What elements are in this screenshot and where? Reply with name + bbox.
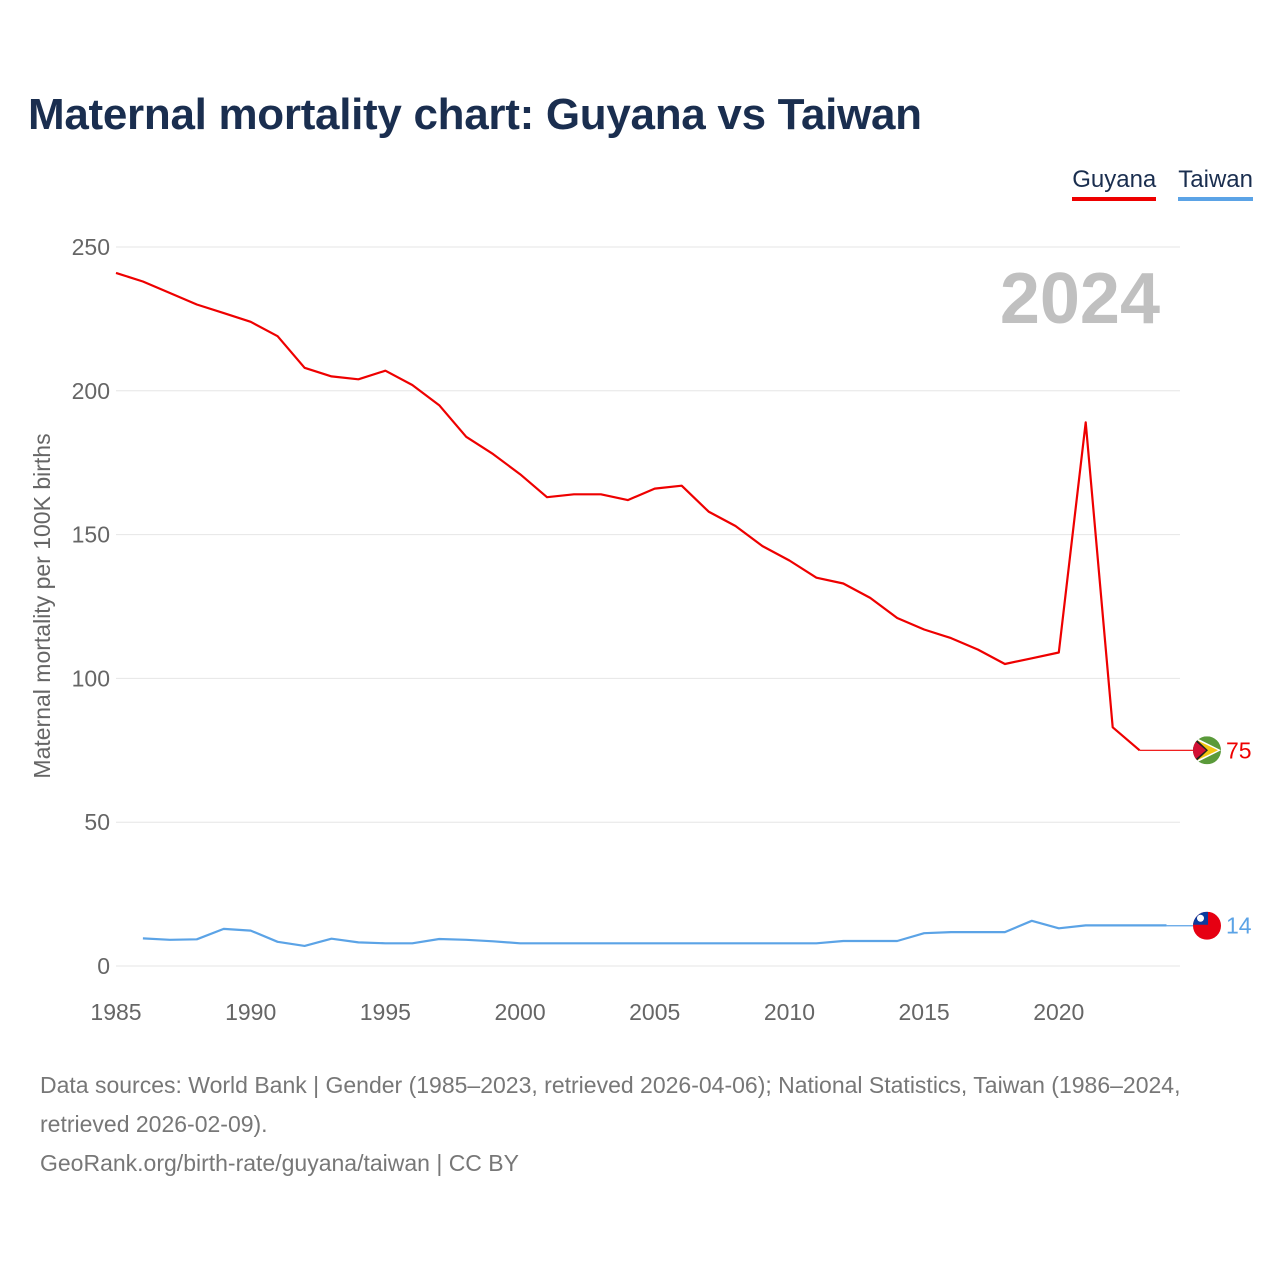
x-tick-label: 2005 bbox=[629, 999, 680, 1025]
legend: Guyana Taiwan bbox=[1072, 166, 1253, 201]
end-labels: 75 14 bbox=[1226, 737, 1252, 938]
series-lines bbox=[115, 271, 1193, 948]
y-tick-label: 200 bbox=[72, 378, 110, 404]
y-axis-ticks: 0 50 100 150 200 250 bbox=[72, 234, 110, 979]
y-tick-label: 150 bbox=[72, 522, 110, 548]
flags bbox=[1193, 736, 1221, 940]
x-tick-label: 2020 bbox=[1033, 999, 1084, 1025]
taiwan-flag-icon bbox=[1193, 911, 1221, 940]
x-tick-label: 2000 bbox=[494, 999, 545, 1025]
x-axis-ticks: 1985 1990 1995 2000 2005 2010 2015 2020 bbox=[90, 999, 1084, 1025]
legend-item-guyana[interactable]: Guyana bbox=[1072, 166, 1157, 201]
y-tick-label: 0 bbox=[97, 953, 110, 979]
grid-lines bbox=[116, 246, 1180, 967]
x-tick-label: 1990 bbox=[225, 999, 276, 1025]
end-label-guyana: 75 bbox=[1226, 737, 1252, 763]
x-tick-label: 2010 bbox=[764, 999, 815, 1025]
y-axis-label: Maternal mortality per 100K births bbox=[29, 433, 55, 778]
y-tick-label: 100 bbox=[72, 665, 110, 691]
year-watermark: 2024 bbox=[1000, 259, 1160, 339]
x-tick-label: 1995 bbox=[360, 999, 411, 1025]
end-label-taiwan: 14 bbox=[1226, 913, 1252, 939]
series-line-taiwan bbox=[142, 919, 1167, 948]
line-chart: 0 50 100 150 200 250 1985 1990 1995 2000 2005 2010… bbox=[29, 234, 1252, 1025]
series-line-guyana bbox=[115, 271, 1141, 752]
x-tick-label: 2015 bbox=[899, 999, 950, 1025]
data-sources: Data sources: World Bank | Gender (1985–… bbox=[40, 1072, 1181, 1137]
y-tick-label: 250 bbox=[72, 234, 110, 260]
legend-item-taiwan[interactable]: Taiwan bbox=[1178, 166, 1253, 201]
x-tick-label: 1985 bbox=[90, 999, 141, 1025]
y-tick-label: 50 bbox=[84, 809, 110, 835]
footer: Data sources: World Bank | Gender (1985–… bbox=[40, 1066, 1240, 1183]
guyana-flag-icon bbox=[1193, 736, 1221, 765]
attribution: GeoRank.org/birth-rate/guyana/taiwan | C… bbox=[40, 1150, 519, 1176]
chart-title: Maternal mortality chart: Guyana vs Taiw… bbox=[28, 90, 922, 139]
